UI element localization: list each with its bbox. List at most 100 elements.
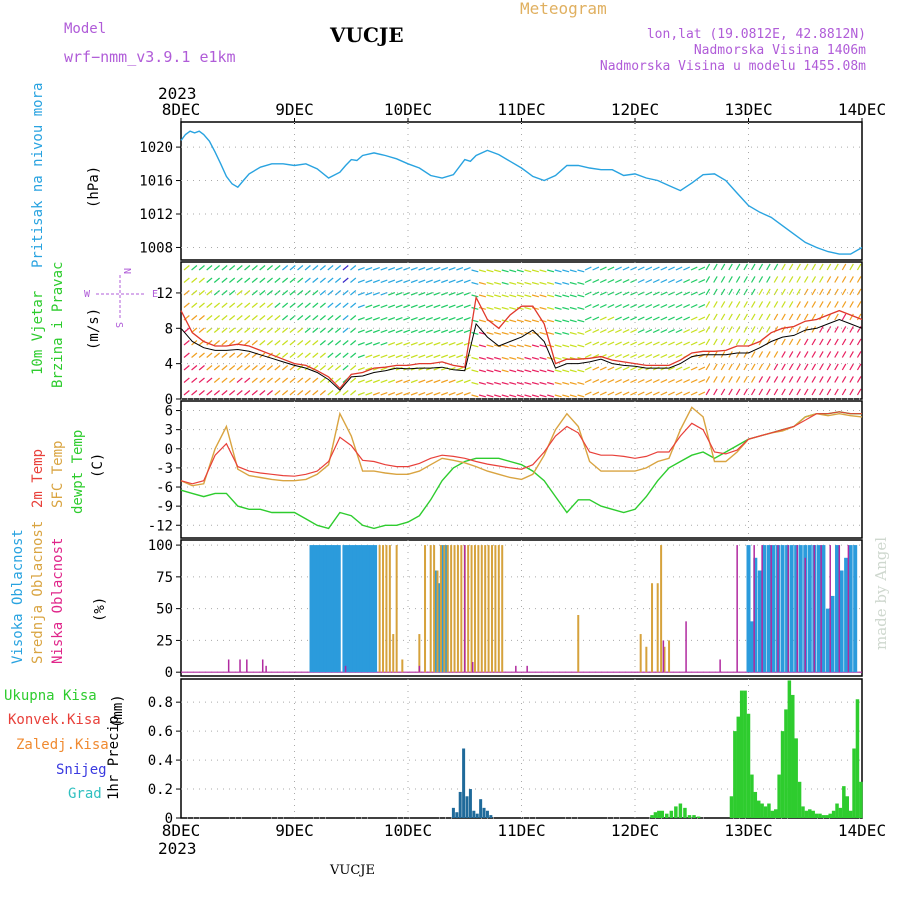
wind-arrow — [849, 276, 854, 283]
wind-arrow — [494, 281, 502, 285]
wind-arrow — [463, 354, 471, 359]
cloud-high-bar — [366, 545, 371, 673]
wind-arrow — [577, 319, 585, 323]
pressure-unit: (hPa) — [86, 166, 102, 208]
wind-arrow — [425, 354, 433, 359]
wind-arrow — [304, 327, 311, 333]
wind-arrow — [478, 381, 487, 385]
wind-arrow — [486, 294, 494, 298]
wind-arrow — [720, 376, 726, 383]
wind-arrow — [766, 351, 771, 358]
time-tick-bottom: 14DEC — [838, 821, 886, 840]
cloud-mid-bar — [424, 545, 427, 673]
cloud-mid-bar — [418, 634, 421, 673]
wind-arrow — [856, 288, 862, 296]
cloud-high-bar — [359, 545, 364, 673]
cloud-low-bar — [662, 640, 665, 673]
wind-arrow — [425, 317, 433, 321]
wind-arrow — [841, 326, 847, 333]
temp-ylabel-3: dewpt Temp — [70, 430, 86, 514]
wind-arrow — [281, 327, 289, 333]
wind-arrow — [471, 381, 479, 385]
wind-arrow — [841, 376, 847, 383]
wind-arrow — [274, 390, 281, 396]
wind-arrow — [425, 292, 433, 296]
cloud-mid-bar — [443, 545, 446, 673]
wind-arrow — [516, 269, 524, 273]
wind-ylabel-2: Brzina i Pravac — [50, 262, 66, 388]
wind-arrow — [342, 327, 349, 333]
wind-arrow — [531, 281, 539, 285]
wind-arrow — [834, 276, 839, 283]
cloud-high-bar — [326, 545, 331, 673]
wind-arrow — [796, 388, 801, 396]
y-tick-label: -9 — [156, 499, 173, 515]
wind-arrow — [456, 267, 464, 271]
wind-arrow — [501, 344, 509, 348]
cloud-low-bar — [719, 659, 721, 673]
precip-bar-total — [804, 810, 809, 818]
wind-arrow — [652, 303, 660, 309]
wind-arrow — [773, 363, 779, 371]
y-tick-label: 25 — [156, 633, 173, 649]
wind-arrow — [834, 288, 839, 296]
precip-bar-total — [746, 713, 751, 818]
wind-arrow — [584, 366, 592, 371]
wind-arrow — [213, 365, 221, 371]
wind-arrow — [266, 390, 273, 396]
wind-arrow — [803, 363, 809, 371]
wind-arrow — [342, 265, 349, 271]
wind-arrow — [388, 392, 396, 396]
wind-arrow — [206, 302, 213, 308]
time-tick-bottom: 10DEC — [384, 821, 432, 840]
y-tick-label: 3 — [165, 423, 173, 439]
wind-arrow — [312, 290, 319, 296]
wind-arrow — [441, 279, 449, 284]
wind-arrow — [486, 356, 494, 360]
cloud-ylabel-2: Srednja Oblacnost — [30, 521, 46, 664]
wind-arrow — [244, 302, 251, 308]
wind-arrow — [743, 326, 748, 333]
wind-arrow — [607, 278, 615, 284]
wind-arrow — [856, 301, 862, 308]
wind-arrow — [539, 381, 547, 385]
y-tick-label: 0 — [165, 811, 173, 827]
wind-arrow — [418, 317, 426, 321]
wind-arrow — [622, 278, 630, 284]
wind-arrow — [463, 329, 471, 334]
wind-arrow — [251, 277, 258, 283]
precip-bar-total — [818, 813, 822, 818]
precip-bar-total — [777, 774, 781, 818]
wind-arrow — [690, 341, 698, 346]
wind-arrow — [705, 376, 711, 383]
wind-arrow — [705, 301, 711, 308]
wind-arrow — [592, 341, 600, 346]
wind-arrow — [547, 369, 555, 373]
wind-arrow — [244, 315, 251, 321]
compass-s: S — [113, 322, 124, 328]
cloud-high-bar — [835, 545, 840, 673]
wind-arrow — [652, 291, 660, 296]
wind-arrow — [834, 376, 839, 383]
wind-arrow — [728, 363, 733, 371]
wind-arrow — [819, 326, 824, 333]
cloud-mid-bar — [501, 545, 504, 673]
wind-arrow — [645, 341, 653, 346]
wind-arrow — [274, 365, 281, 371]
wind-arrow — [539, 294, 547, 298]
wind-arrow — [796, 351, 801, 358]
cloud-high-bar — [780, 545, 785, 673]
wind-arrow — [750, 376, 756, 383]
wind-arrow — [592, 391, 600, 396]
precip-bar-total — [760, 803, 764, 818]
coords-label: lon,lat (19.0812E, 42.8812N) — [647, 27, 866, 42]
cloud-mid-bar — [392, 634, 395, 673]
cloud-high-bar — [309, 545, 314, 673]
wind-arrow — [539, 344, 547, 348]
wind-arrow — [698, 328, 706, 334]
precip-bar-total — [660, 810, 664, 818]
wind-arrow — [478, 344, 487, 348]
wind-arrow — [448, 279, 456, 284]
cloud-mid-bar — [460, 545, 463, 673]
wind-arrow — [372, 329, 380, 334]
